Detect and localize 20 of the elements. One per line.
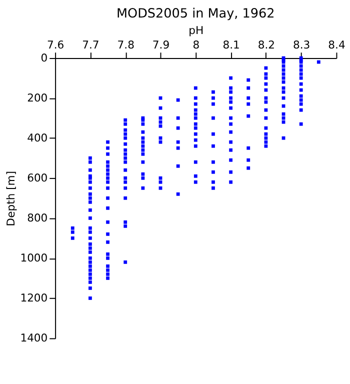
x-axis-title: pH xyxy=(188,24,204,37)
y-tick-label: 600 xyxy=(27,172,48,185)
x-tick-label: 7.7 xyxy=(82,38,100,52)
y-tick-label: 1400 xyxy=(20,332,48,345)
x-tick-label: 8.2 xyxy=(258,38,276,52)
x-tick-label: 7.9 xyxy=(152,38,170,52)
y-tick-label: 800 xyxy=(27,212,48,225)
x-tick-label: 8 xyxy=(192,38,200,52)
x-tick-label: 8.4 xyxy=(328,38,346,52)
y-axis-title: Depth [m] xyxy=(4,170,18,226)
y-tick-label: 200 xyxy=(27,91,48,104)
y-tick-label: 0 xyxy=(40,51,48,64)
x-tick-label: 7.6 xyxy=(46,38,64,52)
x-tick-label: 7.8 xyxy=(117,38,135,52)
x-tick-label: 8.3 xyxy=(292,38,310,52)
y-tick-label: 1200 xyxy=(20,292,48,305)
y-tick-label: 1000 xyxy=(20,252,48,265)
y-tick-label: 400 xyxy=(27,132,48,145)
chart-title: MODS2005 in May, 1962 xyxy=(116,6,275,22)
x-tick-label: 8.1 xyxy=(222,38,240,52)
